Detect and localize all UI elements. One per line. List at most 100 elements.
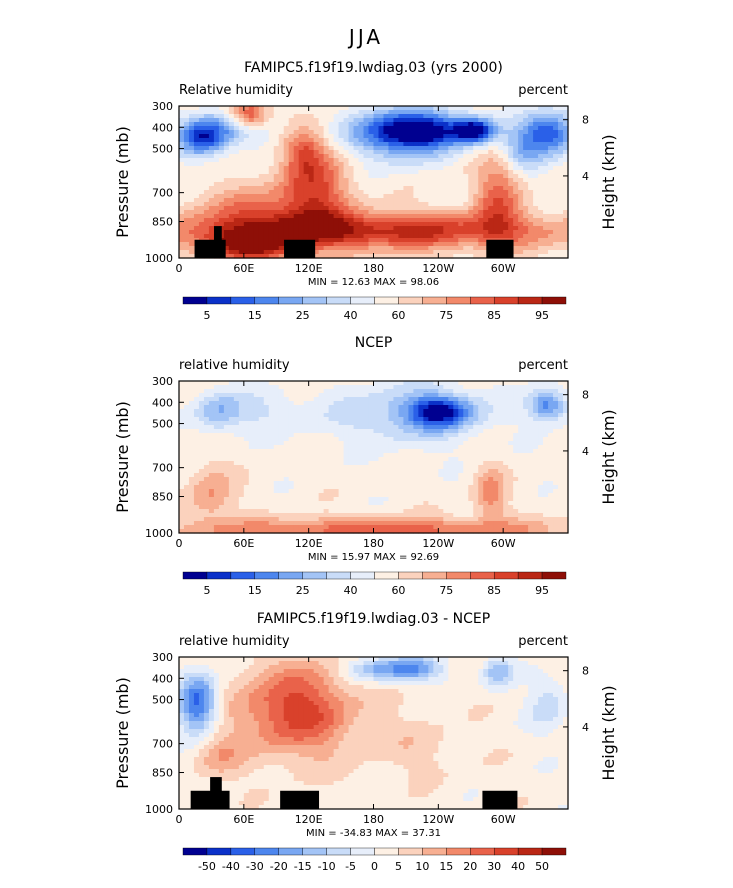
heatmap-cell [443, 429, 449, 434]
heatmap-cell [453, 106, 459, 111]
heatmap-cell [548, 194, 554, 199]
heatmap-cell [213, 214, 220, 219]
heatmap-cell [343, 385, 350, 390]
heatmap-cell [493, 174, 499, 179]
heatmap-cell [318, 138, 325, 143]
heatmap-cell [488, 477, 494, 482]
heatmap-cell [308, 198, 315, 203]
heatmap-cell [378, 122, 385, 127]
heatmap-cell [493, 473, 499, 478]
heatmap-cell [293, 170, 300, 175]
heatmap-cell [338, 401, 345, 406]
heatmap-cell [358, 214, 365, 219]
heatmap-cell [533, 142, 539, 147]
heatmap-cell [238, 174, 245, 179]
heatmap-cell [283, 194, 290, 199]
heatmap-cell [198, 162, 205, 167]
heatmap-cell [383, 238, 390, 243]
heatmap-cell [483, 166, 489, 171]
heatmap-cell [523, 421, 529, 426]
heatmap-cell [243, 242, 250, 247]
heatmap-cell [413, 234, 419, 239]
heatmap-cell [478, 401, 484, 406]
heatmap-cell [563, 198, 569, 203]
heatmap-cell [223, 206, 230, 211]
heatmap-cell [293, 182, 300, 187]
heatmap-cell [543, 138, 549, 143]
heatmap-cell [453, 453, 459, 458]
heatmap-cell [283, 202, 290, 207]
heatmap-cell [513, 106, 519, 111]
heatmap-cell [198, 198, 205, 203]
heatmap-cell [368, 469, 375, 474]
heatmap-cell [553, 226, 559, 231]
heatmap-cell [498, 130, 504, 135]
heatmap-cell [443, 118, 449, 123]
heatmap-cell [303, 417, 310, 422]
heatmap-cell [503, 158, 509, 163]
heatmap-cell [328, 166, 335, 171]
heatmap-cell [263, 134, 270, 139]
heatmap-cell [483, 389, 489, 394]
heatmap-cell [313, 214, 320, 219]
heatmap-cell [343, 198, 350, 203]
heatmap-cell [438, 198, 444, 203]
heatmap-cell [403, 118, 410, 123]
heatmap-cell [258, 126, 265, 131]
heatmap-cell [243, 469, 250, 474]
heatmap-cell [263, 218, 270, 223]
heatmap-cell [408, 178, 414, 183]
heatmap-cell [418, 150, 424, 155]
heatmap-cell [468, 381, 474, 386]
heatmap-cell [179, 409, 185, 414]
heatmap-cell [493, 226, 499, 231]
heatmap-cell [388, 170, 395, 175]
heatmap-cell [538, 126, 544, 131]
heatmap-cell [423, 126, 429, 131]
heatmap-cell [348, 453, 355, 458]
heatmap-cell [268, 158, 275, 163]
heatmap-cell [533, 389, 539, 394]
heatmap-cell [398, 178, 405, 183]
heatmap-cell [413, 194, 419, 199]
heatmap-cell [298, 190, 305, 195]
heatmap-cell [208, 170, 215, 175]
heatmap-cell [408, 433, 414, 438]
heatmap-cell [283, 162, 290, 167]
heatmap-cell [213, 421, 220, 426]
heatmap-cell [233, 242, 240, 247]
heatmap-cell [313, 170, 320, 175]
heatmap-cell [423, 461, 429, 466]
heatmap-cell [298, 162, 305, 167]
heatmap-cell [213, 202, 220, 207]
heatmap-cell [253, 230, 260, 235]
heatmap-cell [323, 218, 330, 223]
heatmap-cell [518, 397, 524, 402]
heatmap-cell [273, 473, 280, 478]
heatmap-cell [243, 477, 250, 482]
heatmap-cell [338, 437, 345, 442]
heatmap-cell [288, 405, 295, 410]
heatmap-cell [398, 409, 405, 414]
heatmap-cell [528, 130, 534, 135]
heatmap-cell [558, 453, 564, 458]
heatmap-cell [218, 214, 225, 219]
heatmap-cell [208, 413, 215, 418]
heatmap-cell [373, 429, 380, 434]
heatmap-cell [213, 222, 220, 227]
heatmap-cell [179, 246, 185, 251]
heatmap-cell [563, 138, 569, 143]
heatmap-cell [538, 182, 544, 187]
heatmap-cell [318, 194, 325, 199]
heatmap-cell [493, 393, 499, 398]
heatmap-cell [448, 178, 454, 183]
heatmap-cell [493, 433, 499, 438]
heatmap-cell [478, 425, 484, 430]
heatmap-cell [448, 473, 454, 478]
heatmap-cell [333, 202, 340, 207]
heatmap-cell [238, 234, 245, 239]
heatmap-cell [473, 150, 479, 155]
heatmap-cell [198, 154, 205, 159]
heatmap-cell [358, 421, 365, 426]
heatmap-cell [348, 158, 355, 163]
